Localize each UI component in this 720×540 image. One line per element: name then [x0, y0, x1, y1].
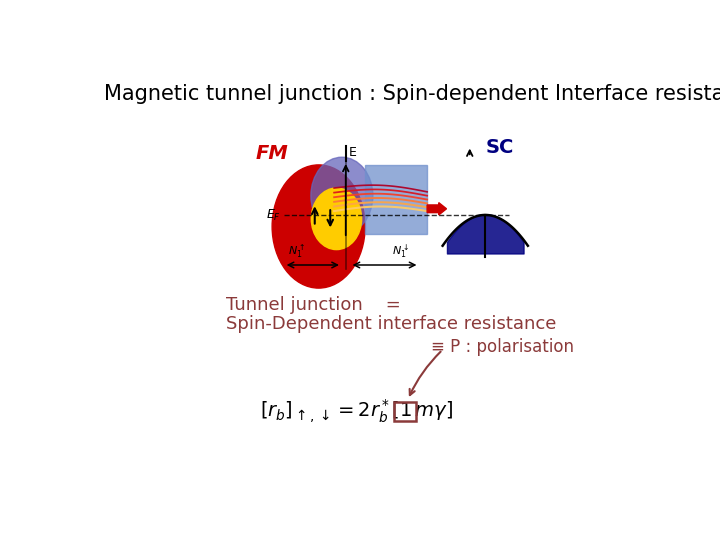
FancyArrow shape — [427, 202, 446, 215]
Bar — [365, 165, 427, 234]
Ellipse shape — [311, 188, 361, 249]
Text: FM: FM — [256, 144, 289, 163]
Text: $N_1^{\uparrow}$: $N_1^{\uparrow}$ — [287, 242, 305, 260]
Text: E: E — [349, 146, 356, 159]
Text: ≡ P : polarisation: ≡ P : polarisation — [431, 338, 574, 356]
Ellipse shape — [311, 157, 373, 234]
Ellipse shape — [272, 165, 365, 288]
Text: SC: SC — [485, 138, 513, 158]
Text: $\left[r_b\right]_{\uparrow,\downarrow} = 2r_b^*\left[1\,m\gamma\right]$: $\left[r_b\right]_{\uparrow,\downarrow} … — [261, 397, 454, 425]
Text: Magnetic tunnel junction : Spin-dependent Interface resistance: Magnetic tunnel junction : Spin-dependen… — [104, 84, 720, 104]
Text: $E_F$: $E_F$ — [266, 207, 282, 222]
Text: Spin-Dependent interface resistance: Spin-Dependent interface resistance — [225, 315, 556, 333]
Text: $N_1^{\downarrow}$: $N_1^{\downarrow}$ — [392, 242, 410, 260]
Bar — [394, 402, 415, 421]
Text: Tunnel junction    =: Tunnel junction = — [225, 296, 400, 314]
